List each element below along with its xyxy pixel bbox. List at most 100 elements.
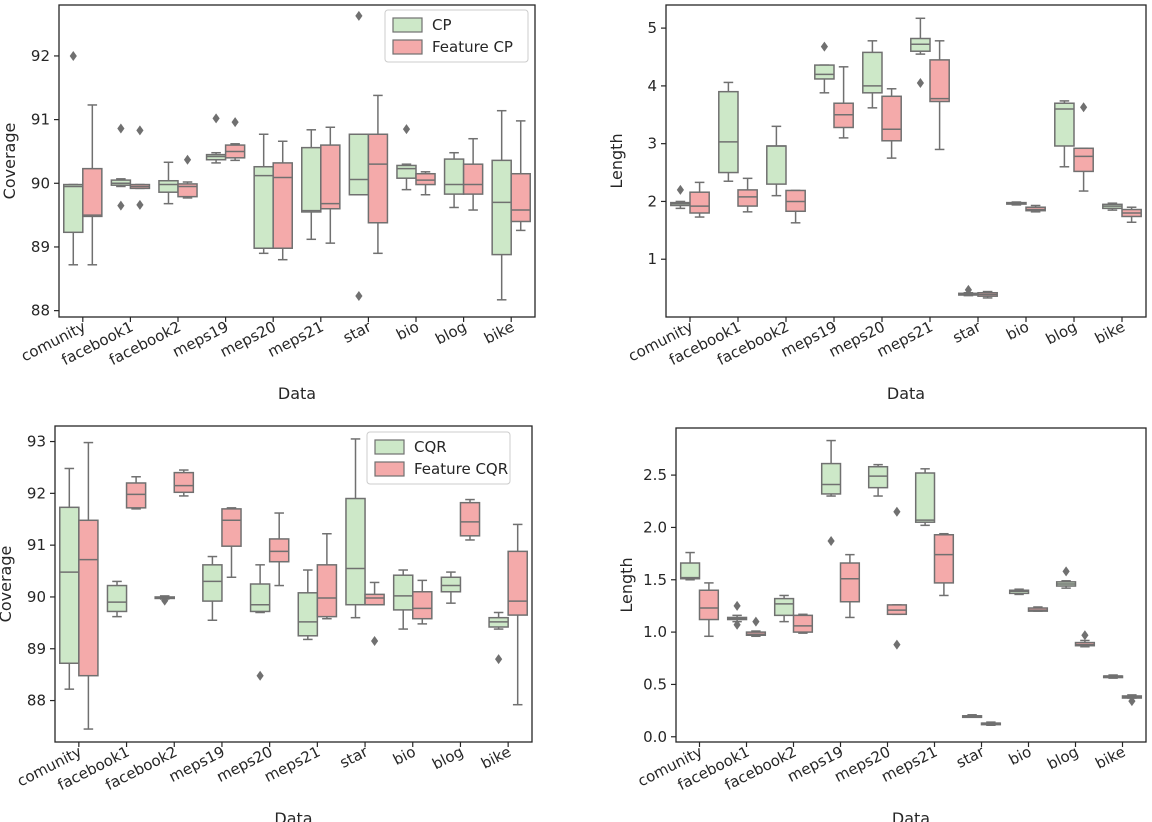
x-tick-label: bio (1006, 743, 1035, 769)
box-blog-feature-cqr (1074, 630, 1096, 648)
box-meps20-cqr (249, 564, 271, 681)
box-meps21-feature-cqr (933, 532, 955, 597)
y-tick-label: 88 (27, 692, 46, 710)
legend-swatch (392, 17, 423, 33)
box-facebook1-cqr (726, 600, 748, 630)
box-iqr (396, 164, 417, 179)
y-axis-label: Coverage (0, 123, 19, 200)
box-comunity-cqr (679, 551, 701, 581)
x-tick-label: meps21 (874, 318, 936, 361)
y-axis-label: Coverage (0, 546, 15, 623)
box-iqr (202, 564, 223, 602)
outlier-marker (964, 284, 972, 295)
box-iqr (345, 497, 366, 606)
box-iqr (78, 519, 99, 677)
box-iqr (459, 501, 481, 537)
box-blog-feature-cqr (459, 498, 481, 541)
box-bio-feature-cqr (412, 579, 433, 625)
box-iqr (316, 564, 338, 618)
box-iqr (301, 146, 322, 213)
y-tick-label: 91 (27, 536, 46, 554)
box-meps19-feature-cp (224, 117, 246, 162)
box-iqr (814, 64, 835, 80)
box-meps21-cqr (297, 569, 319, 641)
box-facebook1-feature-cqr (125, 476, 147, 510)
x-axis-label: Data (274, 809, 312, 822)
box-facebook2-cp (766, 125, 787, 197)
box-star-feature-cp (977, 290, 998, 299)
x-tick-label: bike (1092, 318, 1128, 348)
box-meps21-feature-cp (320, 126, 341, 244)
box-bike-feature-cqr (1121, 694, 1143, 707)
box-blog-cp (443, 151, 465, 209)
box-facebook1-cp (718, 81, 739, 182)
box-facebook1-cp (110, 123, 132, 211)
box-bike-feature-cp (1121, 206, 1142, 223)
chart-4: 0.00.51.01.52.02.5comunityfacebook1faceb… (617, 427, 1147, 822)
box-meps21-feature-cqr (316, 533, 338, 620)
legend: CP Feature CP (384, 9, 529, 63)
legend-swatch (374, 461, 405, 477)
box-bike-feature-cp (510, 120, 531, 232)
box-iqr (698, 589, 720, 621)
legend-label: Feature CQR (414, 460, 508, 478)
box-facebook2-feature-cp (785, 189, 806, 224)
box-facebook1-feature-cqr (745, 616, 767, 638)
box-comunity-feature-cp (82, 104, 103, 266)
outlier-marker (893, 506, 901, 517)
box-iqr (272, 162, 293, 249)
box-facebook2-feature-cqr (173, 469, 195, 497)
x-tick-label: bike (481, 318, 517, 348)
box-iqr (867, 465, 889, 489)
box-blog-cqr (440, 571, 462, 604)
x-tick-label: star (340, 317, 375, 347)
box-iqr (929, 59, 950, 103)
x-tick-label: bio (1003, 318, 1032, 344)
box-facebook2-cp (158, 161, 179, 205)
outlier-marker (256, 670, 264, 681)
box-meps20-feature-cqr (886, 506, 908, 650)
box-meps19-feature-cqr (221, 507, 242, 579)
outlier-marker (117, 200, 125, 211)
box-bike-cqr (488, 611, 509, 665)
chart-2: 12345comunityfacebook1facebook2meps19mep… (607, 4, 1147, 403)
box-meps20-feature-cp (272, 140, 293, 261)
box-iqr (443, 158, 465, 195)
outlier-marker (231, 117, 239, 128)
outlier-marker (916, 78, 924, 88)
box-iqr (1054, 102, 1075, 147)
y-axis-label: Length (617, 557, 636, 612)
box-comunity-cp (670, 184, 691, 210)
box-iqr (59, 506, 80, 665)
box-iqr (268, 538, 290, 563)
y-tick-label: 88 (31, 302, 50, 320)
y-tick-label: 90 (27, 588, 46, 606)
box-star-feature-cqr (980, 721, 1002, 727)
y-tick-label: 4 (647, 77, 657, 95)
box-iqr (412, 591, 433, 620)
box-iqr (914, 472, 936, 523)
box-iqr (689, 191, 710, 214)
box-facebook2-feature-cqr (792, 613, 814, 634)
plot-frame (665, 4, 1147, 318)
box-iqr (415, 172, 436, 186)
box-meps19-feature-cp (833, 66, 854, 139)
box-meps19-cqr (820, 439, 842, 547)
x-tick-label: star (950, 317, 985, 347)
outlier-marker (1081, 630, 1089, 641)
box-bike-feature-cqr (507, 523, 528, 706)
y-tick-label: 1.0 (643, 623, 667, 641)
outlier-marker (827, 536, 835, 547)
box-iqr (367, 133, 389, 224)
outlier-marker (370, 635, 379, 646)
outlier-marker (136, 199, 144, 210)
box-meps20-cp (253, 133, 274, 255)
box-iqr (63, 183, 84, 234)
x-tick-label: blog (1043, 318, 1080, 349)
box-bio-cqr (1008, 588, 1030, 596)
box-facebook2-cqr (773, 594, 795, 623)
y-tick-label: 93 (27, 433, 46, 451)
y-tick-label: 89 (27, 640, 46, 658)
box-iqr (297, 592, 319, 637)
x-axis-label: Data (887, 384, 925, 403)
